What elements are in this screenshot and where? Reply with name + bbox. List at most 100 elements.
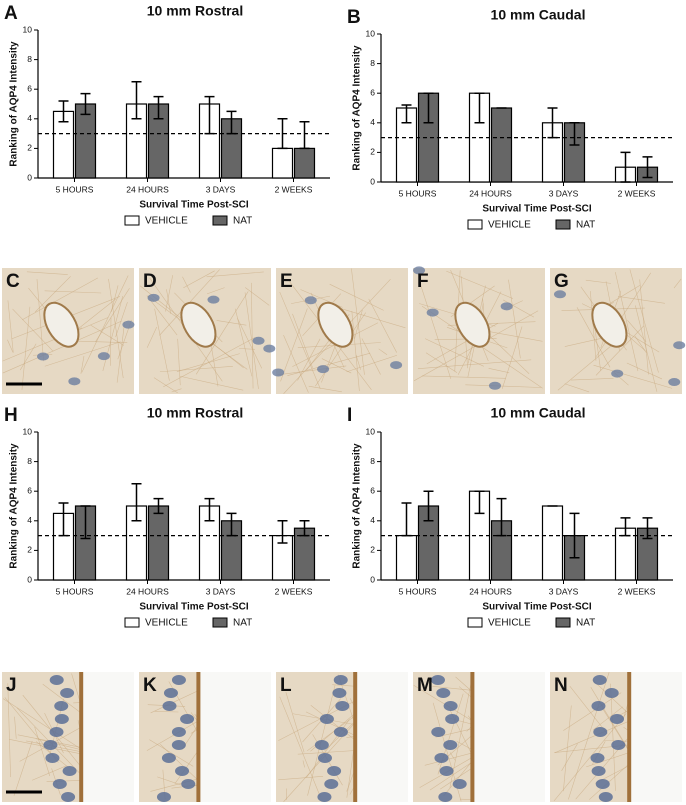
nucleus xyxy=(335,701,350,711)
nucleus xyxy=(439,766,454,776)
fiber xyxy=(157,776,186,787)
nucleus xyxy=(43,740,58,750)
nucleus xyxy=(443,740,458,750)
fiber xyxy=(593,364,673,389)
nucleus xyxy=(68,377,81,386)
nucleus xyxy=(413,266,426,275)
error-bar xyxy=(80,505,91,540)
y-tick-label: 10 xyxy=(23,24,33,34)
fiber xyxy=(351,268,365,375)
fiber xyxy=(576,307,611,368)
fiber xyxy=(420,284,452,379)
nucleus xyxy=(332,688,347,698)
nucleus xyxy=(333,727,348,737)
x-tick-label: 3 DAYS xyxy=(206,586,236,596)
bar xyxy=(395,534,418,581)
y-tick-label: 8 xyxy=(370,58,375,68)
y-tick-label: 4 xyxy=(27,113,32,123)
fiber xyxy=(110,317,112,366)
nucleus xyxy=(171,727,186,737)
error-bar xyxy=(299,121,310,150)
fiber xyxy=(154,308,170,381)
y-axis-label: Ranking of AQP4 Intensity xyxy=(352,45,363,171)
nucleus xyxy=(553,290,566,299)
x-tick-label: 5 HOURS xyxy=(56,586,94,596)
panel-label: M xyxy=(417,675,433,696)
nucleus xyxy=(333,675,348,685)
fiber xyxy=(116,321,125,383)
nucleus xyxy=(45,753,60,763)
error-bar xyxy=(277,118,288,150)
nucleus xyxy=(171,675,186,685)
fiber xyxy=(177,338,181,386)
y-tick-label: 0 xyxy=(370,574,375,584)
fiber xyxy=(624,331,660,353)
fiber xyxy=(595,272,652,358)
y-tick-label: 10 xyxy=(366,28,376,38)
nucleus xyxy=(593,727,608,737)
x-tick-label: 2 WEEKS xyxy=(618,188,656,198)
x-axis-label: Survival Time Post-SCI xyxy=(482,204,592,215)
fiber xyxy=(146,326,158,348)
nucleus xyxy=(438,792,453,802)
x-tick-label: 3 DAYS xyxy=(206,184,236,194)
nucleus xyxy=(163,688,178,698)
legend-label: NAT xyxy=(576,220,595,231)
nucleus xyxy=(668,378,681,387)
panel-label: E xyxy=(280,271,293,292)
fiber xyxy=(251,282,254,389)
fiber xyxy=(592,679,635,719)
fiber xyxy=(569,686,608,735)
y-tick-label: 10 xyxy=(366,426,376,436)
fiber xyxy=(421,375,506,379)
fiber xyxy=(634,335,647,353)
x-tick-label: 2 WEEKS xyxy=(275,184,313,194)
panel-label: G xyxy=(554,271,569,292)
fiber xyxy=(595,325,645,376)
legend-swatch xyxy=(212,617,228,628)
panel-label: D xyxy=(143,271,157,292)
nucleus xyxy=(611,740,626,750)
legend-swatch xyxy=(124,215,140,226)
legend-swatch xyxy=(555,617,571,628)
nucleus xyxy=(319,714,334,724)
fiber xyxy=(618,296,665,304)
x-axis-label: Survival Time Post-SCI xyxy=(139,602,249,613)
panel-label: N xyxy=(554,675,568,696)
y-tick-label: 8 xyxy=(27,54,32,64)
panel-label: I xyxy=(347,405,352,426)
fiber xyxy=(639,279,649,375)
error-bar xyxy=(204,497,215,522)
fiber xyxy=(563,692,622,731)
fiber xyxy=(283,334,309,393)
error-bar xyxy=(474,92,485,124)
y-tick-label: 4 xyxy=(370,515,375,525)
nucleus xyxy=(175,766,190,776)
fiber xyxy=(179,375,244,391)
fiber xyxy=(278,776,324,781)
fiber xyxy=(34,276,71,313)
fiber xyxy=(165,275,174,312)
fiber xyxy=(7,339,14,353)
fiber xyxy=(44,290,102,294)
x-tick-label: 24 HOURS xyxy=(126,184,169,194)
fiber xyxy=(216,320,247,326)
legend-label: NAT xyxy=(233,216,252,227)
fiber xyxy=(7,300,14,353)
y-tick-label: 2 xyxy=(27,545,32,555)
fiber xyxy=(21,306,31,390)
bar xyxy=(271,147,294,179)
fiber xyxy=(154,711,179,713)
y-tick-label: 0 xyxy=(27,574,32,584)
fiber xyxy=(182,276,191,293)
legend-swatch xyxy=(124,617,140,628)
nucleus xyxy=(272,368,285,377)
y-tick-label: 8 xyxy=(27,456,32,466)
fiber xyxy=(36,279,44,362)
nucleus xyxy=(595,779,610,789)
fiber xyxy=(585,279,611,284)
fiber xyxy=(7,683,11,778)
nucleus xyxy=(97,352,110,361)
fiber xyxy=(568,672,610,800)
